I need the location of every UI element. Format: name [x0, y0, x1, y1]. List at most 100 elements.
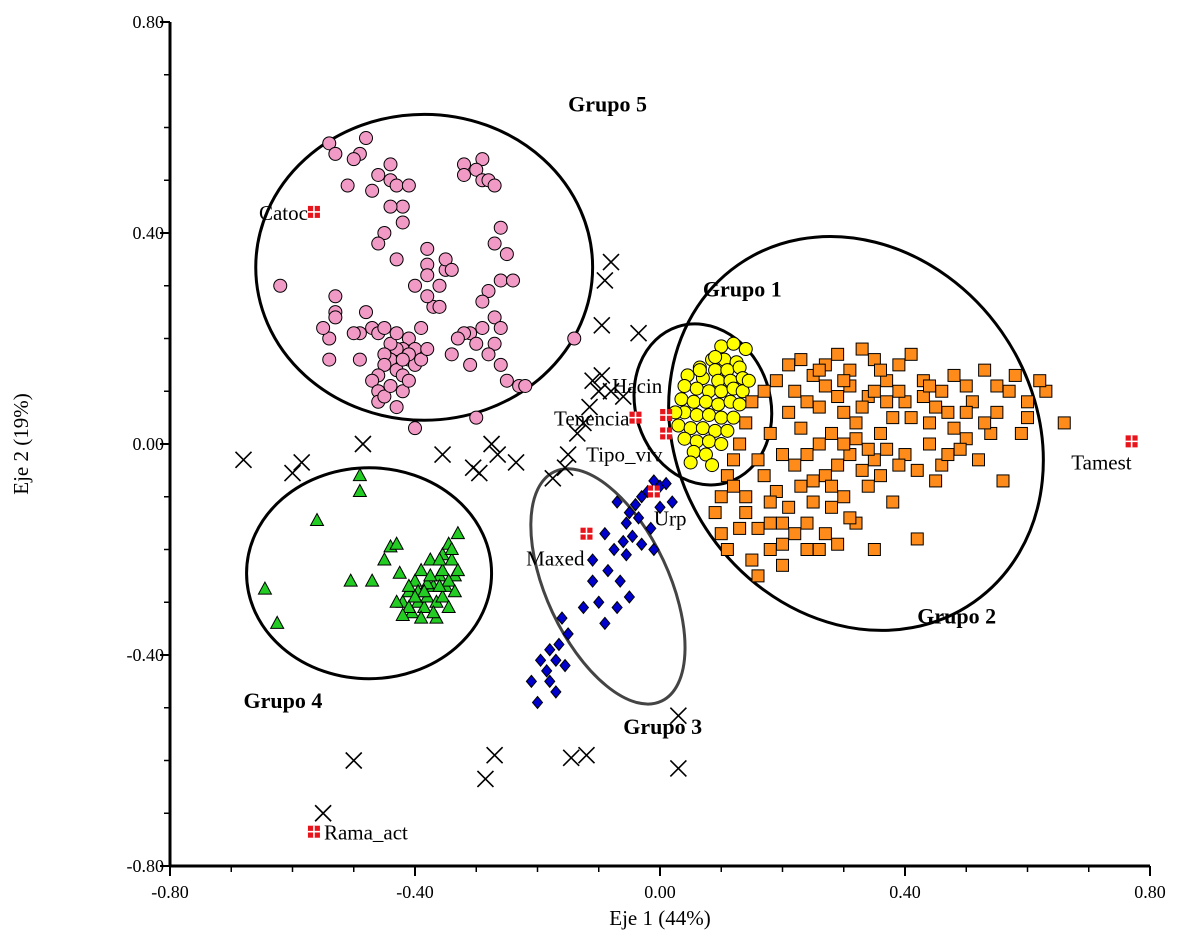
group-ellipses — [245, 112, 1045, 706]
data-point — [904, 411, 918, 425]
data-point — [831, 390, 845, 404]
variable-label: Rama_act — [324, 821, 408, 845]
variable-label: Maxed — [526, 547, 585, 571]
data-point — [714, 384, 729, 399]
data-point — [794, 353, 808, 367]
x-tick-label: 0.40 — [889, 882, 921, 902]
data-point — [757, 469, 771, 483]
x-marker — [577, 746, 596, 764]
x-marker — [283, 464, 302, 482]
data-point — [727, 453, 740, 467]
data-point — [401, 331, 416, 346]
x-marker — [562, 749, 580, 767]
data-point — [867, 543, 881, 556]
data-point — [947, 368, 961, 382]
data-point — [444, 541, 460, 555]
data-point — [686, 394, 701, 409]
data-point — [935, 384, 949, 398]
data-point — [371, 167, 386, 182]
data-point — [444, 552, 460, 566]
data-point — [377, 320, 392, 335]
data-point — [788, 384, 802, 398]
data-point — [389, 536, 404, 550]
data-point — [534, 653, 547, 668]
data-point — [544, 674, 556, 689]
data-point — [608, 542, 620, 557]
data-point — [377, 357, 392, 372]
y-tick-label: -0.80 — [127, 856, 165, 876]
data-point — [990, 379, 1004, 393]
data-point — [499, 373, 514, 388]
data-point — [416, 599, 432, 614]
data-point — [450, 331, 465, 346]
group-labels: Grupo 1 Grupo 2 Grupo 3 Grupo 4 Grupo 5 — [244, 92, 997, 739]
data-point — [953, 442, 967, 456]
data-point — [800, 516, 814, 530]
data-point — [855, 342, 869, 356]
data-point — [892, 384, 906, 398]
data-point — [720, 423, 735, 438]
data-point — [733, 521, 747, 535]
data-point — [322, 352, 337, 367]
data-point — [739, 416, 753, 430]
data-point — [365, 373, 380, 388]
data-point — [705, 458, 720, 473]
data-point — [910, 463, 924, 477]
data-point — [800, 543, 814, 556]
data-point — [328, 146, 343, 161]
data-point — [493, 320, 508, 335]
x-marker — [596, 271, 614, 290]
x-tick-label: 0.00 — [644, 882, 676, 902]
data-point — [714, 410, 729, 425]
data-point — [447, 583, 463, 598]
x-marker — [433, 445, 452, 464]
data-point — [352, 352, 367, 367]
data-point — [599, 616, 611, 631]
data-point — [776, 516, 789, 530]
data-point — [493, 220, 508, 235]
data-point — [377, 552, 392, 566]
data-point — [880, 442, 894, 456]
data-point — [674, 392, 689, 407]
data-point — [392, 565, 408, 579]
y-tick-label: 0.00 — [133, 434, 165, 454]
data-point — [788, 458, 802, 472]
data-point — [377, 389, 392, 404]
data-point — [671, 418, 686, 433]
x-marker — [669, 759, 687, 777]
variable-label: Catoc — [259, 201, 308, 225]
data-point — [273, 278, 288, 293]
x-marker — [590, 382, 608, 400]
data-point — [1033, 374, 1047, 388]
data-point — [626, 529, 639, 544]
data-point — [487, 236, 502, 251]
data-point — [469, 162, 484, 177]
x-marker — [544, 469, 562, 487]
data-point — [328, 310, 343, 325]
data-point — [812, 400, 826, 414]
x-marker — [580, 398, 599, 416]
data-point — [475, 152, 490, 167]
variable-marker-cross — [660, 408, 673, 421]
data-point — [726, 336, 741, 351]
data-point — [861, 479, 875, 493]
data-point — [531, 695, 544, 710]
data-point — [407, 573, 423, 587]
data-point — [577, 600, 590, 615]
data-point — [420, 342, 435, 357]
data-point — [475, 294, 490, 309]
data-point — [831, 458, 845, 472]
group-ellipse — [245, 466, 494, 681]
data-point — [553, 637, 565, 652]
data-point — [432, 552, 447, 566]
x-tick-label: -0.40 — [396, 882, 434, 902]
data-point — [499, 247, 514, 262]
data-point — [316, 320, 331, 335]
data-point — [959, 405, 973, 419]
data-point — [469, 336, 484, 351]
data-point — [689, 407, 704, 422]
data-point — [886, 411, 900, 425]
data-point — [806, 474, 820, 488]
data-point — [849, 416, 863, 430]
data-point — [414, 352, 429, 367]
